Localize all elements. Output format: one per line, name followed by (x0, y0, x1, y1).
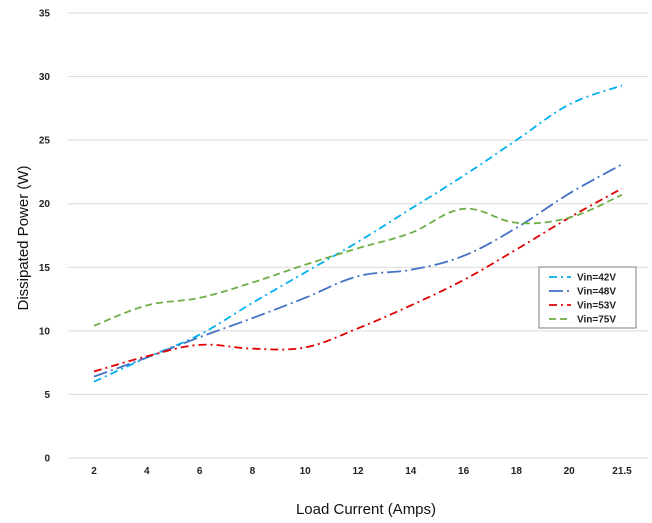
series-line-vin-53v (93, 187, 623, 373)
legend-label: Vin=42V (577, 273, 616, 284)
x-tick-label: 8 (250, 466, 256, 477)
y-tick-label: 10 (39, 326, 51, 337)
y-tick-label: 5 (44, 390, 50, 401)
legend-label: Vin=48V (577, 287, 616, 298)
x-tick-label: 21.5 (612, 466, 632, 477)
x-tick-label: 2 (91, 466, 97, 477)
x-axis-title: Load Current (Amps) (296, 501, 436, 518)
x-tick-label: 6 (197, 466, 203, 477)
x-tick-label: 14 (405, 466, 417, 477)
legend: Vin=42V Vin=48V Vin=53V Vin=75V (538, 266, 637, 329)
x-tick-label: 4 (144, 466, 150, 477)
x-tick-label: 16 (458, 466, 470, 477)
series-line-vin-42v (93, 84, 623, 383)
x-axis-ticks: 2 4 6 8 10 12 14 16 18 20 21.5 (91, 466, 632, 477)
y-tick-label: 0 (44, 454, 50, 465)
x-tick-label: 10 (300, 466, 312, 477)
y-tick-label: 35 (39, 9, 51, 20)
gridlines (68, 12, 648, 459)
y-tick-label: 20 (39, 199, 51, 210)
y-tick-label: 30 (39, 72, 51, 83)
legend-label: Vin=75V (577, 315, 616, 326)
x-tick-label: 12 (352, 466, 364, 477)
x-tick-label: 18 (511, 466, 523, 477)
y-axis-ticks: 0 5 10 15 20 25 30 35 (39, 9, 51, 465)
series-line-vin-48v (93, 163, 623, 378)
x-tick-label: 20 (564, 466, 576, 477)
series-line-vin-75v (93, 193, 623, 327)
y-tick-label: 25 (39, 136, 51, 147)
legend-label: Vin=53V (577, 301, 616, 312)
y-tick-label: 15 (39, 263, 51, 274)
y-axis-title: Dissipated Power (W) (15, 165, 32, 310)
series-lines (93, 84, 623, 383)
